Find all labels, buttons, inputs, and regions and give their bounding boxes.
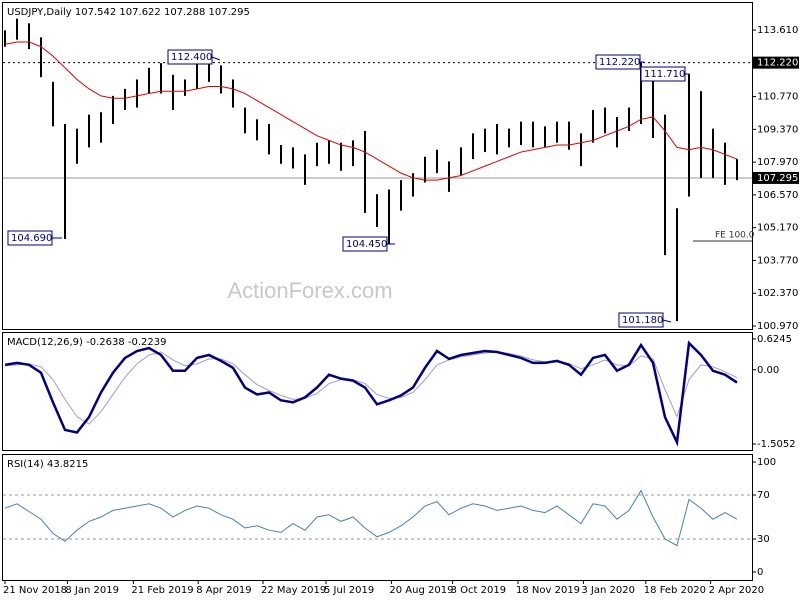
y-tick-label: 70 xyxy=(757,490,770,501)
x-tick-label: 22 May 2019 xyxy=(261,585,326,596)
y-tick-label: 106.570 xyxy=(757,190,798,201)
annotation: 101.180 xyxy=(622,315,663,326)
annotation: FE 100.0 xyxy=(715,231,755,241)
y-tick-label: -1.5052 xyxy=(757,439,796,450)
y-tick-label: 100.970 xyxy=(757,321,798,332)
y-tick-label: 0 xyxy=(757,567,763,578)
annotation: 104.450 xyxy=(346,239,387,250)
macd-line xyxy=(4,340,738,447)
x-tick-label: 3 Oct 2019 xyxy=(451,585,506,596)
annotation-leader xyxy=(211,56,221,61)
x-tick-label: 21 Feb 2019 xyxy=(131,585,193,596)
annotation: 104.690 xyxy=(11,233,52,244)
moving-average xyxy=(4,41,738,181)
level-tag xyxy=(753,171,799,184)
y-tick-label: 113.610 xyxy=(757,25,798,36)
annotation: 111.710 xyxy=(644,69,685,80)
annotation: 112.220 xyxy=(599,57,640,68)
level-label: 107.295 xyxy=(757,173,798,184)
rsi-title: RSI(14) 43.8215 xyxy=(7,459,88,470)
y-tick-label: 105.170 xyxy=(757,223,798,234)
x-tick-label: 3 Jan 2020 xyxy=(581,585,635,596)
y-tick-label: 109.370 xyxy=(757,124,798,135)
price-pane xyxy=(2,2,753,330)
y-tick-label: 30 xyxy=(757,534,770,545)
y-tick-label: 103.770 xyxy=(757,255,798,266)
macd-title: MACD(12,26,9) -0.2638 -0.2239 xyxy=(7,337,167,348)
y-tick-label: 0.6245 xyxy=(757,334,792,345)
x-tick-label: 8 Apr 2019 xyxy=(196,585,251,596)
x-tick-label: 18 Nov 2019 xyxy=(516,585,580,596)
annotation: 112.400 xyxy=(171,52,212,63)
x-tick-label: 20 Aug 2019 xyxy=(389,585,453,596)
y-tick-label: 100 xyxy=(757,457,776,468)
y-tick-label: 102.370 xyxy=(757,288,798,299)
y-tick-label: 107.970 xyxy=(757,157,798,168)
x-tick-label: 21 Nov 2018 xyxy=(3,585,67,596)
annotation-leader xyxy=(662,319,672,323)
y-tick-label: 0.00 xyxy=(757,365,779,376)
price-title: USDJPY,Daily 107.542 107.622 107.288 107… xyxy=(7,7,250,18)
macd-pane xyxy=(2,332,753,451)
signal-line xyxy=(4,351,738,425)
y-tick-label: 110.770 xyxy=(757,92,798,103)
x-tick-label: 5 Jul 2019 xyxy=(324,585,374,596)
x-tick-label: 18 Feb 2020 xyxy=(644,585,706,596)
level-label: 112.220 xyxy=(757,58,798,69)
level-tag xyxy=(753,56,799,69)
rsi-pane xyxy=(2,454,753,581)
x-tick-label: 8 Jan 2019 xyxy=(65,585,119,596)
x-tick-label: 2 Apr 2020 xyxy=(709,585,764,596)
watermark: ActionForex.com xyxy=(227,278,392,303)
rsi-line xyxy=(4,489,738,547)
